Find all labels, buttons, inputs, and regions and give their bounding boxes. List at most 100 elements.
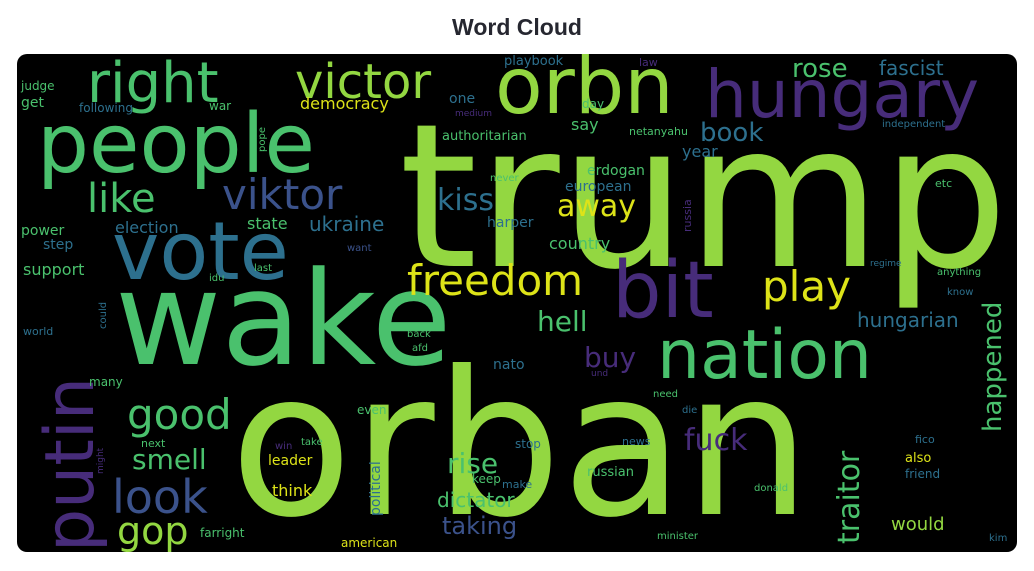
word-farright: farright — [200, 526, 245, 540]
word-authoritarian: authoritarian — [442, 129, 527, 144]
word-dictator: dictator — [437, 488, 515, 512]
word-day: day — [582, 97, 605, 111]
word-fascist: fascist — [879, 56, 944, 80]
word-wake: wake — [115, 243, 452, 395]
word-etc: etc — [935, 177, 953, 190]
word-nato: nato — [493, 357, 525, 373]
word-rose: rose — [792, 54, 848, 84]
word-die: die — [682, 405, 698, 416]
word-hungarian: hungarian — [857, 308, 959, 332]
word-russian: russian — [587, 465, 634, 480]
word-state: state — [247, 214, 288, 233]
word-traitor: traitor — [832, 450, 867, 544]
word-minister: minister — [657, 531, 699, 542]
word-independent: independent — [882, 119, 946, 130]
word-following: following — [79, 101, 133, 115]
word-like: like — [87, 176, 156, 222]
word-good: good — [127, 390, 232, 439]
word-support: support — [23, 260, 85, 279]
word-fico: fico — [915, 433, 935, 446]
word-think: think — [272, 481, 313, 500]
word-und: und — [591, 369, 609, 379]
word-law: law — [639, 56, 658, 69]
word-buy: buy — [584, 341, 637, 374]
word-war: war — [209, 99, 232, 113]
word-step: step — [43, 237, 74, 253]
word-american: american — [341, 536, 398, 550]
word-hungary: hungary — [705, 56, 980, 133]
word-hell: hell — [537, 305, 588, 338]
word-take: take — [301, 437, 323, 448]
word-judge: judge — [21, 79, 55, 93]
word-people: people — [37, 97, 315, 192]
word-election: election — [115, 218, 179, 237]
word-would: would — [891, 514, 945, 535]
word-idu: idu — [209, 273, 225, 284]
word-gop: gop — [117, 509, 189, 552]
word-many: many — [89, 375, 123, 389]
word-book: book — [700, 118, 764, 148]
word-one: one — [449, 91, 476, 107]
word-next: next — [141, 437, 166, 450]
word-trump: trump — [399, 81, 1009, 314]
word-back: back — [407, 329, 431, 340]
word-say: say — [571, 115, 599, 134]
word-orban: orban — [230, 329, 811, 552]
word-putin: putin — [31, 377, 110, 552]
word-kiss: kiss — [437, 183, 494, 218]
word-fuck: fuck — [684, 423, 748, 458]
word-stop: stop — [515, 437, 541, 451]
word-never: never — [490, 173, 519, 184]
word-cloud-image: trump orban wake people vote orbn hungar… — [17, 54, 1017, 552]
word-medium: medium — [455, 109, 492, 119]
word-happened: happened — [978, 301, 1008, 432]
word-netanyahu: netanyahu — [629, 125, 688, 138]
word-leader: leader — [268, 453, 313, 469]
page-title: Word Cloud — [452, 14, 582, 40]
word-orbn: orbn — [495, 54, 674, 132]
word-playbook: playbook — [504, 54, 564, 69]
word-afd: afd — [412, 343, 428, 354]
word-rise: rise — [447, 447, 499, 480]
word-want: want — [347, 243, 372, 254]
word-win: win — [275, 441, 293, 452]
word-might: might — [96, 447, 106, 474]
word-political: political — [368, 461, 384, 516]
word-friend: friend — [905, 467, 941, 481]
word-kim: kim — [989, 533, 1008, 544]
word-make: make — [502, 478, 533, 491]
word-power: power — [21, 223, 65, 239]
word-right: right — [87, 54, 219, 116]
word-look: look — [112, 470, 208, 524]
word-pope: pope — [257, 127, 268, 152]
word-european: european — [565, 179, 632, 195]
word-donald: donald — [754, 483, 789, 494]
word-erdogan: erdogan — [587, 163, 645, 179]
word-harper: harper — [487, 215, 534, 231]
word-viktor: viktor — [222, 170, 343, 219]
word-could: could — [98, 301, 109, 329]
word-world: world — [23, 325, 54, 338]
word-need: need — [653, 389, 678, 400]
word-play: play — [762, 262, 851, 311]
word-russia: russia — [681, 199, 694, 232]
word-regime: regime — [870, 259, 902, 269]
word-smell: smell — [132, 443, 207, 476]
word-get: get — [21, 95, 44, 111]
word-ukraine: ukraine — [309, 212, 385, 236]
word-also: also — [905, 451, 932, 466]
word-news: news — [622, 435, 651, 448]
word-even: even — [357, 403, 387, 417]
word-anything: anything — [937, 267, 982, 278]
word-freedom: freedom — [407, 256, 584, 305]
word-nation: nation — [657, 316, 873, 395]
word-victor: victor — [295, 54, 432, 110]
word-bit: bit — [612, 246, 714, 336]
word-vote: vote — [112, 205, 289, 298]
word-last: last — [254, 263, 273, 274]
word-keep: keep — [472, 472, 501, 486]
word-know: know — [947, 287, 974, 298]
word-taking: taking — [442, 512, 518, 540]
word-democracy: democracy — [300, 94, 389, 113]
word-away: away — [557, 189, 637, 224]
